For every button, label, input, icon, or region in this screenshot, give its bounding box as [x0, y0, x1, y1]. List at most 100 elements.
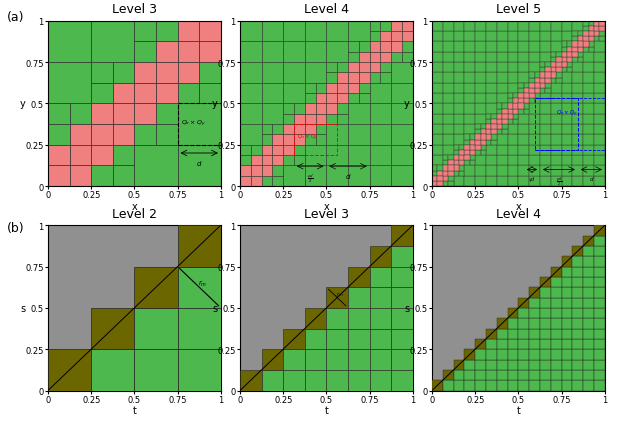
Bar [178, 104, 221, 145]
Bar [594, 380, 605, 391]
Bar [262, 83, 284, 104]
Bar [240, 176, 251, 187]
Bar [583, 166, 594, 176]
Bar [240, 145, 251, 156]
Bar [178, 349, 221, 391]
Bar [594, 319, 605, 329]
Bar [518, 298, 529, 308]
Bar [529, 380, 540, 391]
Bar [540, 94, 551, 104]
Bar [594, 125, 605, 135]
Bar [594, 104, 605, 115]
Bar [572, 339, 583, 349]
Bar [283, 83, 305, 104]
Bar [359, 83, 370, 94]
Bar [251, 156, 262, 166]
Bar [540, 68, 545, 73]
Bar [305, 145, 326, 166]
Bar [572, 73, 583, 83]
Bar [348, 104, 370, 125]
Bar [273, 145, 283, 156]
Bar [283, 42, 305, 63]
Bar [540, 125, 551, 135]
Bar [529, 89, 534, 94]
Bar [486, 63, 497, 73]
Bar [465, 151, 470, 156]
Bar [283, 145, 294, 156]
Bar [370, 22, 380, 32]
Bar [518, 176, 529, 187]
Bar [391, 83, 413, 104]
Bar [134, 267, 178, 308]
Bar [556, 53, 562, 58]
Bar [305, 125, 316, 135]
Bar [305, 63, 326, 83]
Bar [583, 43, 589, 47]
Bar [251, 145, 262, 156]
Bar [380, 53, 391, 63]
Text: $\gamma d$: $\gamma d$ [528, 175, 536, 184]
Bar [443, 63, 454, 73]
Bar [508, 73, 518, 83]
Bar [562, 277, 572, 288]
Bar [283, 115, 294, 125]
Bar [465, 63, 476, 73]
Bar [48, 166, 70, 187]
Bar [486, 83, 497, 94]
Bar [508, 135, 518, 145]
Bar [583, 94, 594, 104]
Bar [594, 115, 605, 125]
Bar [454, 161, 459, 166]
Bar [348, 73, 359, 83]
Bar [391, 43, 402, 53]
Bar [545, 79, 551, 83]
Bar [508, 63, 518, 73]
Bar [326, 63, 337, 73]
Bar [326, 94, 337, 104]
Bar [572, 63, 583, 73]
Bar [92, 125, 113, 145]
Bar [283, 22, 305, 42]
Bar [583, 370, 594, 380]
Bar [583, 329, 594, 339]
Bar [529, 339, 540, 349]
Bar [583, 277, 594, 288]
Bar [476, 22, 486, 32]
Bar [348, 145, 370, 166]
Bar [518, 339, 529, 349]
Bar [470, 145, 475, 151]
Bar [529, 298, 540, 308]
Bar [481, 130, 486, 135]
Bar [476, 63, 486, 73]
Bar [572, 104, 583, 115]
Bar [497, 104, 502, 109]
Bar [583, 349, 594, 360]
Bar [459, 151, 465, 156]
Bar [556, 63, 562, 68]
Text: $d$: $d$ [345, 172, 351, 181]
Bar [556, 73, 562, 79]
Bar [572, 298, 583, 308]
Bar [391, 53, 402, 63]
Bar [540, 166, 551, 176]
Bar [534, 99, 540, 104]
Bar [432, 380, 443, 391]
Bar [134, 145, 178, 187]
Bar [508, 308, 518, 319]
Bar [486, 339, 497, 349]
Bar [572, 156, 583, 166]
Bar [443, 125, 454, 135]
Bar [476, 115, 486, 125]
Bar [337, 63, 348, 73]
Bar [583, 115, 594, 125]
Bar [305, 349, 326, 370]
Bar [486, 329, 497, 339]
Bar [492, 130, 497, 135]
Bar [572, 145, 583, 156]
Bar [283, 329, 305, 349]
Bar [583, 145, 594, 156]
Bar [518, 156, 529, 166]
Bar [529, 125, 540, 135]
Bar [432, 104, 443, 115]
Bar [92, 145, 113, 166]
